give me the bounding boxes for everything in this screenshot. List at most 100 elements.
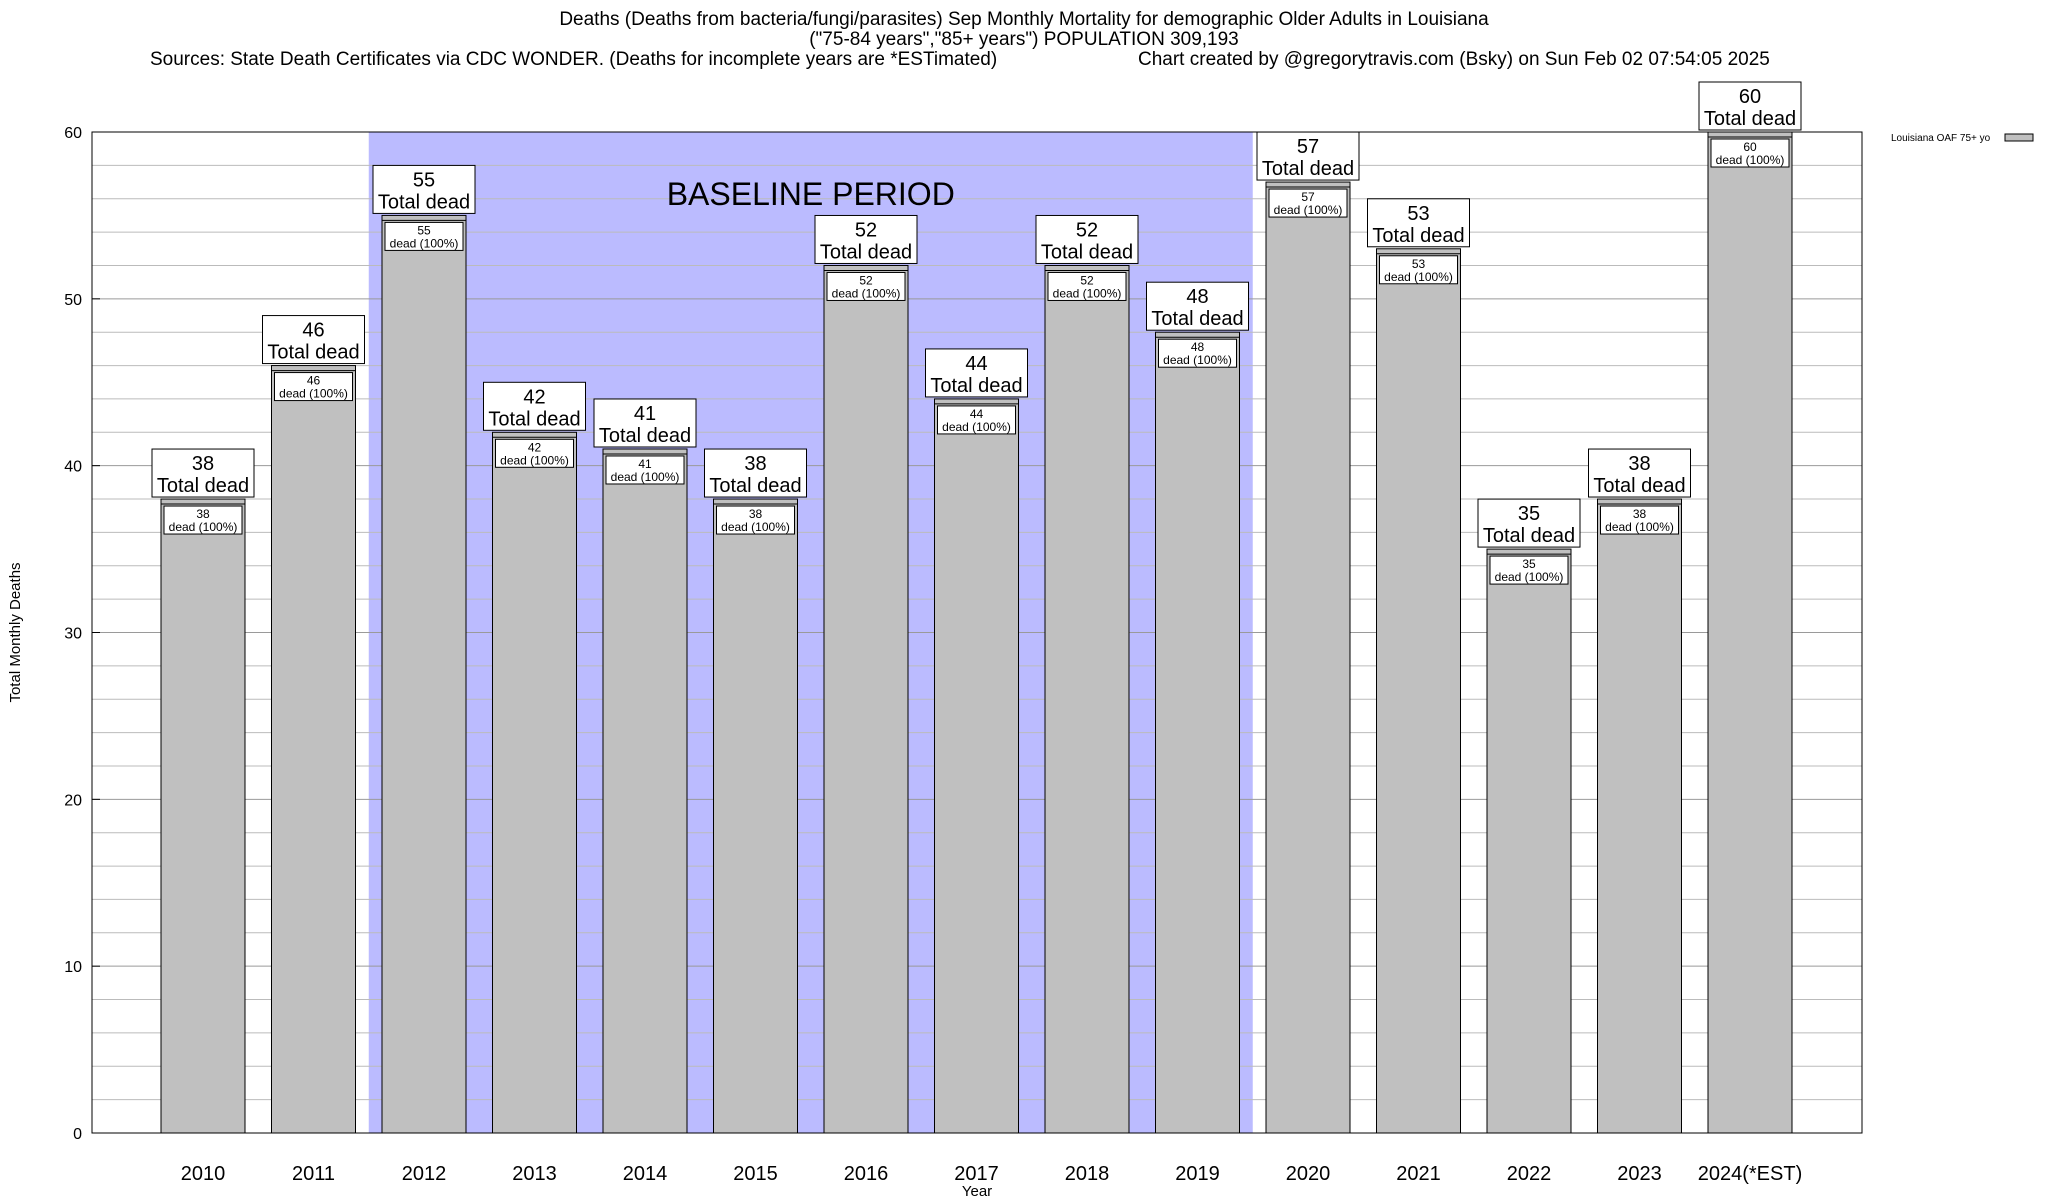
bar xyxy=(1155,331,1240,1134)
total-label-value: 53 xyxy=(1407,203,1429,225)
chart-sources: Sources: State Death Certificates via CD… xyxy=(150,49,998,70)
inner-label-value: 60 xyxy=(1743,140,1757,154)
x-tick-label: 2018 xyxy=(1065,1163,1110,1185)
total-label-text: Total dead xyxy=(267,342,359,364)
inner-label-percent: dead (100%) xyxy=(1716,153,1785,167)
x-tick-label: 2016 xyxy=(844,1163,889,1185)
total-label-box xyxy=(1477,498,1581,548)
inner-label-percent: dead (100%) xyxy=(279,387,348,401)
total-label-box xyxy=(1698,81,1802,131)
x-tick-label: 2014 xyxy=(623,1163,668,1185)
inner-label-box xyxy=(1710,138,1790,168)
x-tick-label: 2010 xyxy=(181,1163,226,1185)
inner-label-value: 42 xyxy=(528,440,542,454)
y-axis-label: Total Monthly Deaths xyxy=(7,562,24,702)
y-tick-label: 30 xyxy=(64,626,82,643)
y-tick-label: 0 xyxy=(73,1126,82,1143)
total-label-text: Total dead xyxy=(1593,475,1685,497)
x-tick-label: 2019 xyxy=(1175,1163,1220,1185)
inner-label-box xyxy=(384,221,464,251)
x-tick-label: 2015 xyxy=(733,1163,778,1185)
bar xyxy=(381,214,467,1134)
chart-title: Deaths (Deaths from bacteria/fungi/paras… xyxy=(559,9,1489,30)
inner-label-percent: dead (100%) xyxy=(1053,286,1122,300)
total-label-text: Total dead xyxy=(1483,525,1575,547)
x-tick-label: 2024(*EST) xyxy=(1698,1163,1803,1185)
inner-label-value: 38 xyxy=(196,507,210,521)
total-label-box xyxy=(1035,214,1139,264)
inner-label-value: 44 xyxy=(970,407,984,421)
inner-label-value: 52 xyxy=(859,273,873,287)
x-tick-label: 2013 xyxy=(512,1163,557,1185)
inner-label-percent: dead (100%) xyxy=(611,470,680,484)
inner-label-box xyxy=(163,505,243,535)
total-label-text: Total dead xyxy=(709,475,801,497)
bar xyxy=(1597,498,1682,1134)
inner-label-value: 53 xyxy=(1412,257,1426,271)
total-label-box xyxy=(372,164,476,214)
bar xyxy=(1486,548,1572,1134)
chart-subtitle: ("75-84 years","85+ years") POPULATION 3… xyxy=(809,29,1239,50)
inner-label-value: 38 xyxy=(1633,507,1647,521)
total-label-box xyxy=(593,398,697,448)
bar xyxy=(271,365,356,1134)
inner-label-value: 57 xyxy=(1301,190,1315,204)
inner-label-value: 48 xyxy=(1191,340,1205,354)
total-label-value: 52 xyxy=(855,219,877,241)
x-tick-label: 2020 xyxy=(1286,1163,1331,1185)
y-tick-label: 40 xyxy=(64,459,82,476)
inner-label-percent: dead (100%) xyxy=(1163,353,1232,367)
y-tick-label: 50 xyxy=(64,292,82,309)
total-label-value: 38 xyxy=(192,453,214,475)
inner-label-value: 46 xyxy=(307,374,321,388)
bar xyxy=(823,264,909,1134)
bar xyxy=(1376,248,1461,1134)
chart-credit: Chart created by @gregorytravis.com (Bsk… xyxy=(1138,49,1770,70)
x-tick-label: 2023 xyxy=(1617,1163,1662,1185)
y-tick-label: 10 xyxy=(64,959,82,976)
inner-label-value: 55 xyxy=(417,223,431,237)
inner-label-value: 52 xyxy=(1080,273,1094,287)
total-label-box xyxy=(151,448,255,498)
inner-label-box xyxy=(937,405,1016,435)
inner-label-percent: dead (100%) xyxy=(500,453,569,467)
total-label-box xyxy=(1588,448,1691,498)
bar xyxy=(602,448,688,1134)
total-label-text: Total dead xyxy=(1262,158,1354,180)
bar xyxy=(934,398,1019,1134)
total-label-text: Total dead xyxy=(378,191,470,213)
y-tick-label: 20 xyxy=(64,792,82,809)
inner-label-percent: dead (100%) xyxy=(942,420,1011,434)
inner-label-box xyxy=(1600,505,1679,535)
inner-label-box xyxy=(826,271,906,301)
total-label-box xyxy=(262,315,365,365)
legend-swatch xyxy=(2004,133,2034,142)
total-label-text: Total dead xyxy=(1372,225,1464,247)
legend-label: Louisiana OAF 75+ yo xyxy=(1891,133,1991,144)
y-tick-label: 60 xyxy=(64,125,82,142)
inner-label-value: 38 xyxy=(749,507,763,521)
bar xyxy=(713,498,798,1134)
total-label-value: 41 xyxy=(634,403,656,425)
bar xyxy=(160,498,246,1134)
inner-label-percent: dead (100%) xyxy=(832,286,901,300)
total-label-value: 48 xyxy=(1186,286,1208,308)
total-label-text: Total dead xyxy=(930,375,1022,397)
x-tick-label: 2017 xyxy=(954,1163,999,1185)
inner-label-box xyxy=(1158,338,1237,368)
inner-label-percent: dead (100%) xyxy=(1274,203,1343,217)
total-label-text: Total dead xyxy=(599,425,691,447)
inner-label-percent: dead (100%) xyxy=(1384,270,1453,284)
inner-label-value: 35 xyxy=(1522,557,1536,571)
total-label-text: Total dead xyxy=(488,408,580,430)
bar xyxy=(1265,181,1351,1134)
x-tick-label: 2012 xyxy=(402,1163,447,1185)
total-label-value: 52 xyxy=(1076,219,1098,241)
bar xyxy=(1044,264,1130,1134)
inner-label-percent: dead (100%) xyxy=(169,520,238,534)
inner-label-value: 41 xyxy=(638,457,652,471)
bar xyxy=(1707,131,1793,1134)
inner-label-percent: dead (100%) xyxy=(721,520,790,534)
x-axis-label: Year xyxy=(962,1183,992,1200)
inner-label-box xyxy=(1489,555,1569,585)
